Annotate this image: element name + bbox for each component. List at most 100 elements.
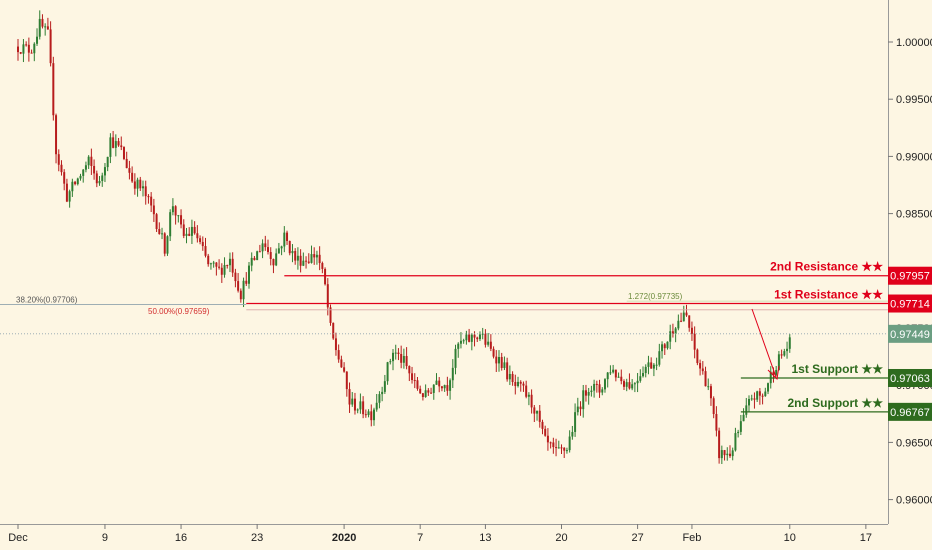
candle-body: [739, 421, 742, 432]
candle-body: [318, 254, 321, 264]
candle-body: [424, 390, 427, 398]
candle-body: [772, 371, 775, 375]
candle-body: [783, 351, 786, 356]
candle-body: [693, 333, 696, 350]
x-tick-label: 9: [102, 532, 108, 544]
candle-body: [533, 407, 536, 414]
candle-body: [598, 384, 601, 393]
candle-body: [764, 391, 767, 397]
candle-body: [459, 340, 462, 344]
candle-body: [343, 367, 346, 372]
candle-body: [761, 395, 764, 397]
candle-body: [152, 205, 155, 215]
candle-body: [392, 352, 395, 362]
candle-body: [405, 356, 408, 367]
candle-body: [337, 350, 340, 360]
candle-body: [378, 394, 381, 403]
candle-body: [756, 391, 759, 400]
candle-body: [786, 348, 789, 352]
candle-body: [419, 388, 422, 394]
candle-body: [93, 165, 96, 174]
candle-body: [647, 362, 650, 367]
candle-body: [715, 414, 718, 431]
candle-body: [544, 428, 547, 436]
candle-body: [525, 385, 528, 397]
candle-body: [400, 354, 403, 363]
candle-body: [112, 137, 115, 148]
candle-body: [209, 263, 212, 265]
candle-body: [576, 406, 579, 413]
candle-body: [552, 442, 555, 448]
candle-body: [120, 145, 123, 148]
candle-body: [22, 44, 25, 54]
candle-body: [560, 447, 563, 449]
candle-body: [723, 450, 726, 456]
candle-body: [253, 257, 256, 261]
candle-body: [704, 371, 707, 387]
candle-body: [185, 233, 188, 236]
candle-body: [427, 390, 430, 393]
candle-body: [245, 280, 248, 284]
time-axis[interactable]: Dec9162320207132027Feb101724: [8, 524, 932, 544]
current-price-tag: 0.97449: [890, 329, 930, 341]
x-tick-label: Feb: [682, 532, 701, 544]
candle-body: [27, 44, 30, 53]
candle-body: [375, 402, 378, 410]
candle-body: [690, 327, 693, 334]
candle-body: [199, 238, 202, 242]
candle-body: [606, 372, 609, 380]
level-price-tag: 0.97714: [890, 299, 930, 311]
candle-body: [101, 175, 104, 182]
candle-body: [226, 265, 229, 267]
annotations-layer: 38.20%(0.97706) 50.00%(0.97659) 1.272(0.97…: [0, 292, 888, 381]
x-tick-label: 16: [175, 532, 187, 544]
candle-body: [44, 26, 47, 28]
candle-body: [411, 373, 414, 381]
y-tick-label: 0.96500: [896, 437, 932, 449]
candle-body: [41, 18, 44, 27]
candle-body: [17, 46, 19, 53]
candle-body: [639, 376, 642, 381]
candle-body: [440, 386, 443, 389]
candle-body: [438, 380, 441, 387]
candle-body: [65, 183, 68, 202]
candle-body: [530, 394, 533, 408]
current-price-tag-bg: [888, 324, 932, 343]
level-label: 1st Resistance ★★: [774, 288, 883, 302]
candle-body: [609, 372, 612, 374]
candle-body: [549, 442, 552, 444]
candle-body: [788, 337, 791, 349]
candle-body: [63, 172, 66, 184]
candle-body: [348, 389, 351, 405]
candle-body: [231, 258, 234, 273]
candle-body: [565, 450, 568, 452]
candle-body: [443, 385, 446, 389]
candle-body: [767, 383, 770, 392]
candle-body: [79, 175, 82, 179]
candle-body: [84, 165, 87, 170]
candle-body: [106, 156, 109, 168]
candle-body: [669, 331, 672, 342]
candle-body: [362, 401, 365, 415]
levels-layer: 2nd Resistance ★★ 1st Resistance ★★ 1st Su…: [246, 260, 888, 413]
candle-body: [457, 343, 460, 349]
candle-body: [242, 280, 245, 300]
candle-body: [256, 251, 259, 261]
candle-body: [522, 383, 525, 386]
candle-body: [166, 236, 169, 254]
candle-body: [19, 52, 22, 54]
level-price-tag: 0.97063: [890, 373, 930, 385]
candle-body: [462, 340, 465, 342]
candle-body: [712, 398, 715, 415]
fib-label: 1.272(0.97735): [628, 292, 683, 301]
candle-body: [476, 337, 479, 340]
candle-body: [519, 381, 522, 384]
candle-body: [215, 262, 218, 267]
candle-body: [204, 246, 207, 256]
candle-body: [451, 367, 454, 381]
candle-body: [470, 334, 473, 342]
candle-body: [718, 430, 721, 459]
candle-body: [389, 361, 392, 363]
candle-body: [603, 379, 606, 390]
